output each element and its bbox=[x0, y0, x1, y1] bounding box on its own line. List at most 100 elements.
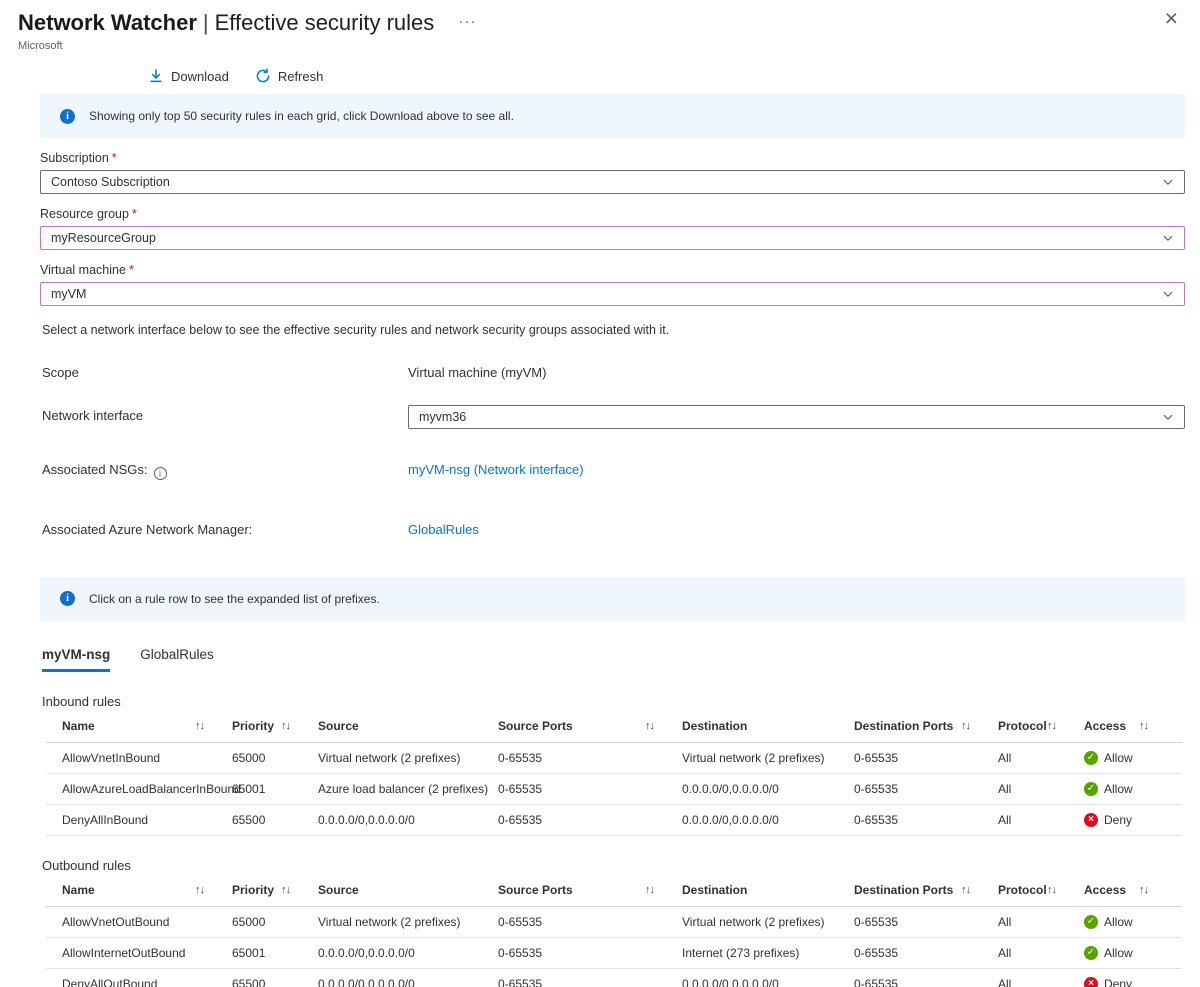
table-row[interactable]: AllowAzureLoadBalancerInBound 65001 Azur… bbox=[46, 774, 1182, 805]
chevron-down-icon bbox=[1162, 411, 1174, 423]
close-icon[interactable]: × bbox=[1164, 5, 1178, 31]
sort-icon[interactable]: ↑↓ bbox=[281, 883, 291, 896]
access-cell: ✓ Allow bbox=[1084, 945, 1176, 960]
outbound-table-header: Name ↑↓ Priority ↑↓ Source Source Ports ↑↓ … bbox=[46, 873, 1182, 907]
required-asterisk: * bbox=[131, 207, 137, 221]
scope-value: Virtual machine (myVM) bbox=[408, 365, 547, 380]
subscription-dropdown[interactable]: Contoso Subscription bbox=[40, 170, 1185, 194]
sort-icon[interactable]: ↑↓ bbox=[961, 883, 971, 896]
virtual-machine-label: Virtual machine * bbox=[40, 263, 134, 277]
info-icon: i bbox=[60, 108, 75, 124]
sort-icon[interactable]: ↑↓ bbox=[195, 719, 205, 732]
resource-group-dropdown[interactable]: myResourceGroup bbox=[40, 226, 1185, 250]
network-interface-label: Network interface bbox=[42, 408, 144, 423]
column-header-access[interactable]: Access ↑↓ bbox=[1084, 882, 1149, 897]
resource-group-value: myResourceGroup bbox=[51, 231, 156, 245]
chevron-down-icon bbox=[1162, 232, 1174, 244]
column-header-source-ports[interactable]: Source Ports ↑↓ bbox=[498, 718, 655, 733]
access-cell: × Deny bbox=[1084, 812, 1176, 827]
blade-header: Network Watcher | Effective security rules… bbox=[0, 0, 1200, 52]
scope-row: Scope Virtual machine (myVM) bbox=[42, 362, 1185, 380]
scope-label: Scope bbox=[42, 365, 79, 380]
column-header-priority[interactable]: Priority ↑↓ bbox=[232, 718, 291, 733]
publisher-label: Microsoft bbox=[18, 40, 63, 52]
virtual-machine-field: Virtual machine * myVM bbox=[40, 263, 1185, 306]
column-header-access[interactable]: Access ↑↓ bbox=[1084, 718, 1149, 733]
access-value: Deny bbox=[1104, 976, 1133, 987]
virtual-machine-dropdown[interactable]: myVM bbox=[40, 282, 1185, 306]
access-value: Deny bbox=[1104, 812, 1133, 827]
column-header-destination: Destination bbox=[682, 718, 748, 733]
top-info-banner: i Showing only top 50 security rules in … bbox=[40, 94, 1185, 138]
sort-icon[interactable]: ↑↓ bbox=[195, 883, 205, 896]
deny-status-icon: × bbox=[1084, 812, 1098, 827]
table-row[interactable]: AllowVnetInBound 65000 Virtual network (… bbox=[46, 743, 1182, 774]
network-interface-dropdown[interactable]: myvm36 bbox=[408, 405, 1185, 429]
resource-group-label: Resource group * bbox=[40, 207, 137, 221]
subscription-label: Subscription * bbox=[40, 151, 117, 165]
command-bar: Download Refresh bbox=[148, 68, 1200, 84]
network-interface-helper-text: Select a network interface below to see … bbox=[42, 323, 670, 337]
info-tooltip-icon[interactable]: i bbox=[153, 466, 167, 480]
outbound-rules-section: Outbound rules Name ↑↓ Priority ↑↓ Source … bbox=[40, 858, 1185, 987]
column-header-destination-ports[interactable]: Destination Ports ↑↓ bbox=[854, 718, 971, 733]
column-header-source-ports[interactable]: Source Ports ↑↓ bbox=[498, 882, 655, 897]
access-cell: ✓ Allow bbox=[1084, 750, 1176, 765]
column-header-name[interactable]: Name ↑↓ bbox=[62, 882, 205, 897]
column-header-priority[interactable]: Priority ↑↓ bbox=[232, 882, 291, 897]
sort-icon[interactable]: ↑↓ bbox=[645, 719, 655, 732]
download-icon bbox=[148, 68, 164, 84]
associated-nsgs-label: Associated NSGs: i bbox=[42, 459, 408, 480]
column-header-destination: Destination bbox=[682, 882, 748, 897]
sort-icon[interactable]: ↑↓ bbox=[1047, 883, 1057, 896]
network-interface-row: Network interface myvm36 bbox=[42, 405, 1185, 429]
associated-nsg-link[interactable]: myVM-nsg (Network interface) bbox=[408, 462, 584, 477]
refresh-label: Refresh bbox=[277, 68, 324, 84]
associated-network-manager-link[interactable]: GlobalRules bbox=[408, 521, 479, 537]
tab-myvm-nsg[interactable]: myVM-nsg bbox=[42, 647, 111, 672]
top-info-banner-text: Showing only top 50 security rules in ea… bbox=[89, 109, 514, 123]
access-cell: × Deny bbox=[1084, 976, 1176, 987]
sort-icon[interactable]: ↑↓ bbox=[1047, 719, 1057, 732]
table-row[interactable]: DenyAllInBound 65500 0.0.0.0/0,0.0.0.0/0… bbox=[46, 805, 1182, 836]
sort-icon[interactable]: ↑↓ bbox=[281, 719, 291, 732]
tab-globalrules[interactable]: GlobalRules bbox=[140, 646, 214, 662]
deny-status-icon: × bbox=[1084, 976, 1098, 987]
table-row[interactable]: DenyAllOutBound 65500 0.0.0.0/0,0.0.0.0/… bbox=[46, 969, 1182, 987]
associated-nsgs-row: Associated NSGs: i myVM-nsg (Network inte… bbox=[42, 459, 1185, 480]
download-button[interactable]: Download bbox=[148, 68, 229, 84]
more-options-icon[interactable]: ··· bbox=[458, 13, 477, 30]
associated-network-manager-row: Associated Azure Network Manager: Global… bbox=[42, 519, 1185, 537]
sort-icon[interactable]: ↑↓ bbox=[1139, 719, 1149, 732]
column-header-destination-ports[interactable]: Destination Ports ↑↓ bbox=[854, 882, 971, 897]
sort-icon[interactable]: ↑↓ bbox=[961, 719, 971, 732]
allow-status-icon: ✓ bbox=[1084, 914, 1098, 929]
outbound-rules-title: Outbound rules bbox=[42, 857, 131, 873]
column-header-source: Source bbox=[318, 882, 359, 897]
allow-status-icon: ✓ bbox=[1084, 750, 1098, 765]
refresh-icon bbox=[255, 68, 271, 84]
table-row[interactable]: AllowVnetOutBound 65000 Virtual network … bbox=[46, 907, 1182, 938]
refresh-button[interactable]: Refresh bbox=[255, 68, 324, 84]
table-row[interactable]: AllowInternetOutBound 65001 0.0.0.0/0,0.… bbox=[46, 938, 1182, 969]
column-header-name[interactable]: Name ↑↓ bbox=[62, 718, 205, 733]
chevron-down-icon bbox=[1162, 176, 1174, 188]
page-title: Network Watcher | Effective security rules… bbox=[18, 8, 1180, 37]
rules-info-banner: i Click on a rule row to see the expande… bbox=[40, 576, 1185, 621]
column-header-protocol[interactable]: Protocol ↑↓ bbox=[998, 882, 1057, 897]
required-asterisk: * bbox=[111, 151, 117, 165]
virtual-machine-value: myVM bbox=[51, 287, 87, 301]
inbound-table-header: Name ↑↓ Priority ↑↓ Source Source Ports ↑↓ … bbox=[46, 709, 1182, 743]
column-header-protocol[interactable]: Protocol ↑↓ bbox=[998, 718, 1057, 733]
required-asterisk: * bbox=[128, 263, 134, 277]
subscription-field: Subscription * Contoso Subscription bbox=[40, 151, 1185, 194]
allow-status-icon: ✓ bbox=[1084, 945, 1098, 960]
sort-icon[interactable]: ↑↓ bbox=[645, 883, 655, 896]
access-cell: ✓ Allow bbox=[1084, 781, 1176, 796]
sort-icon[interactable]: ↑↓ bbox=[1139, 883, 1149, 896]
inbound-rules-table: Name ↑↓ Priority ↑↓ Source Source Ports ↑↓ … bbox=[46, 709, 1182, 836]
download-label: Download bbox=[171, 68, 229, 84]
column-header-source: Source bbox=[318, 718, 359, 733]
nsg-tabs: myVM-nsg GlobalRules bbox=[42, 647, 1185, 672]
access-cell: ✓ Allow bbox=[1084, 914, 1176, 929]
